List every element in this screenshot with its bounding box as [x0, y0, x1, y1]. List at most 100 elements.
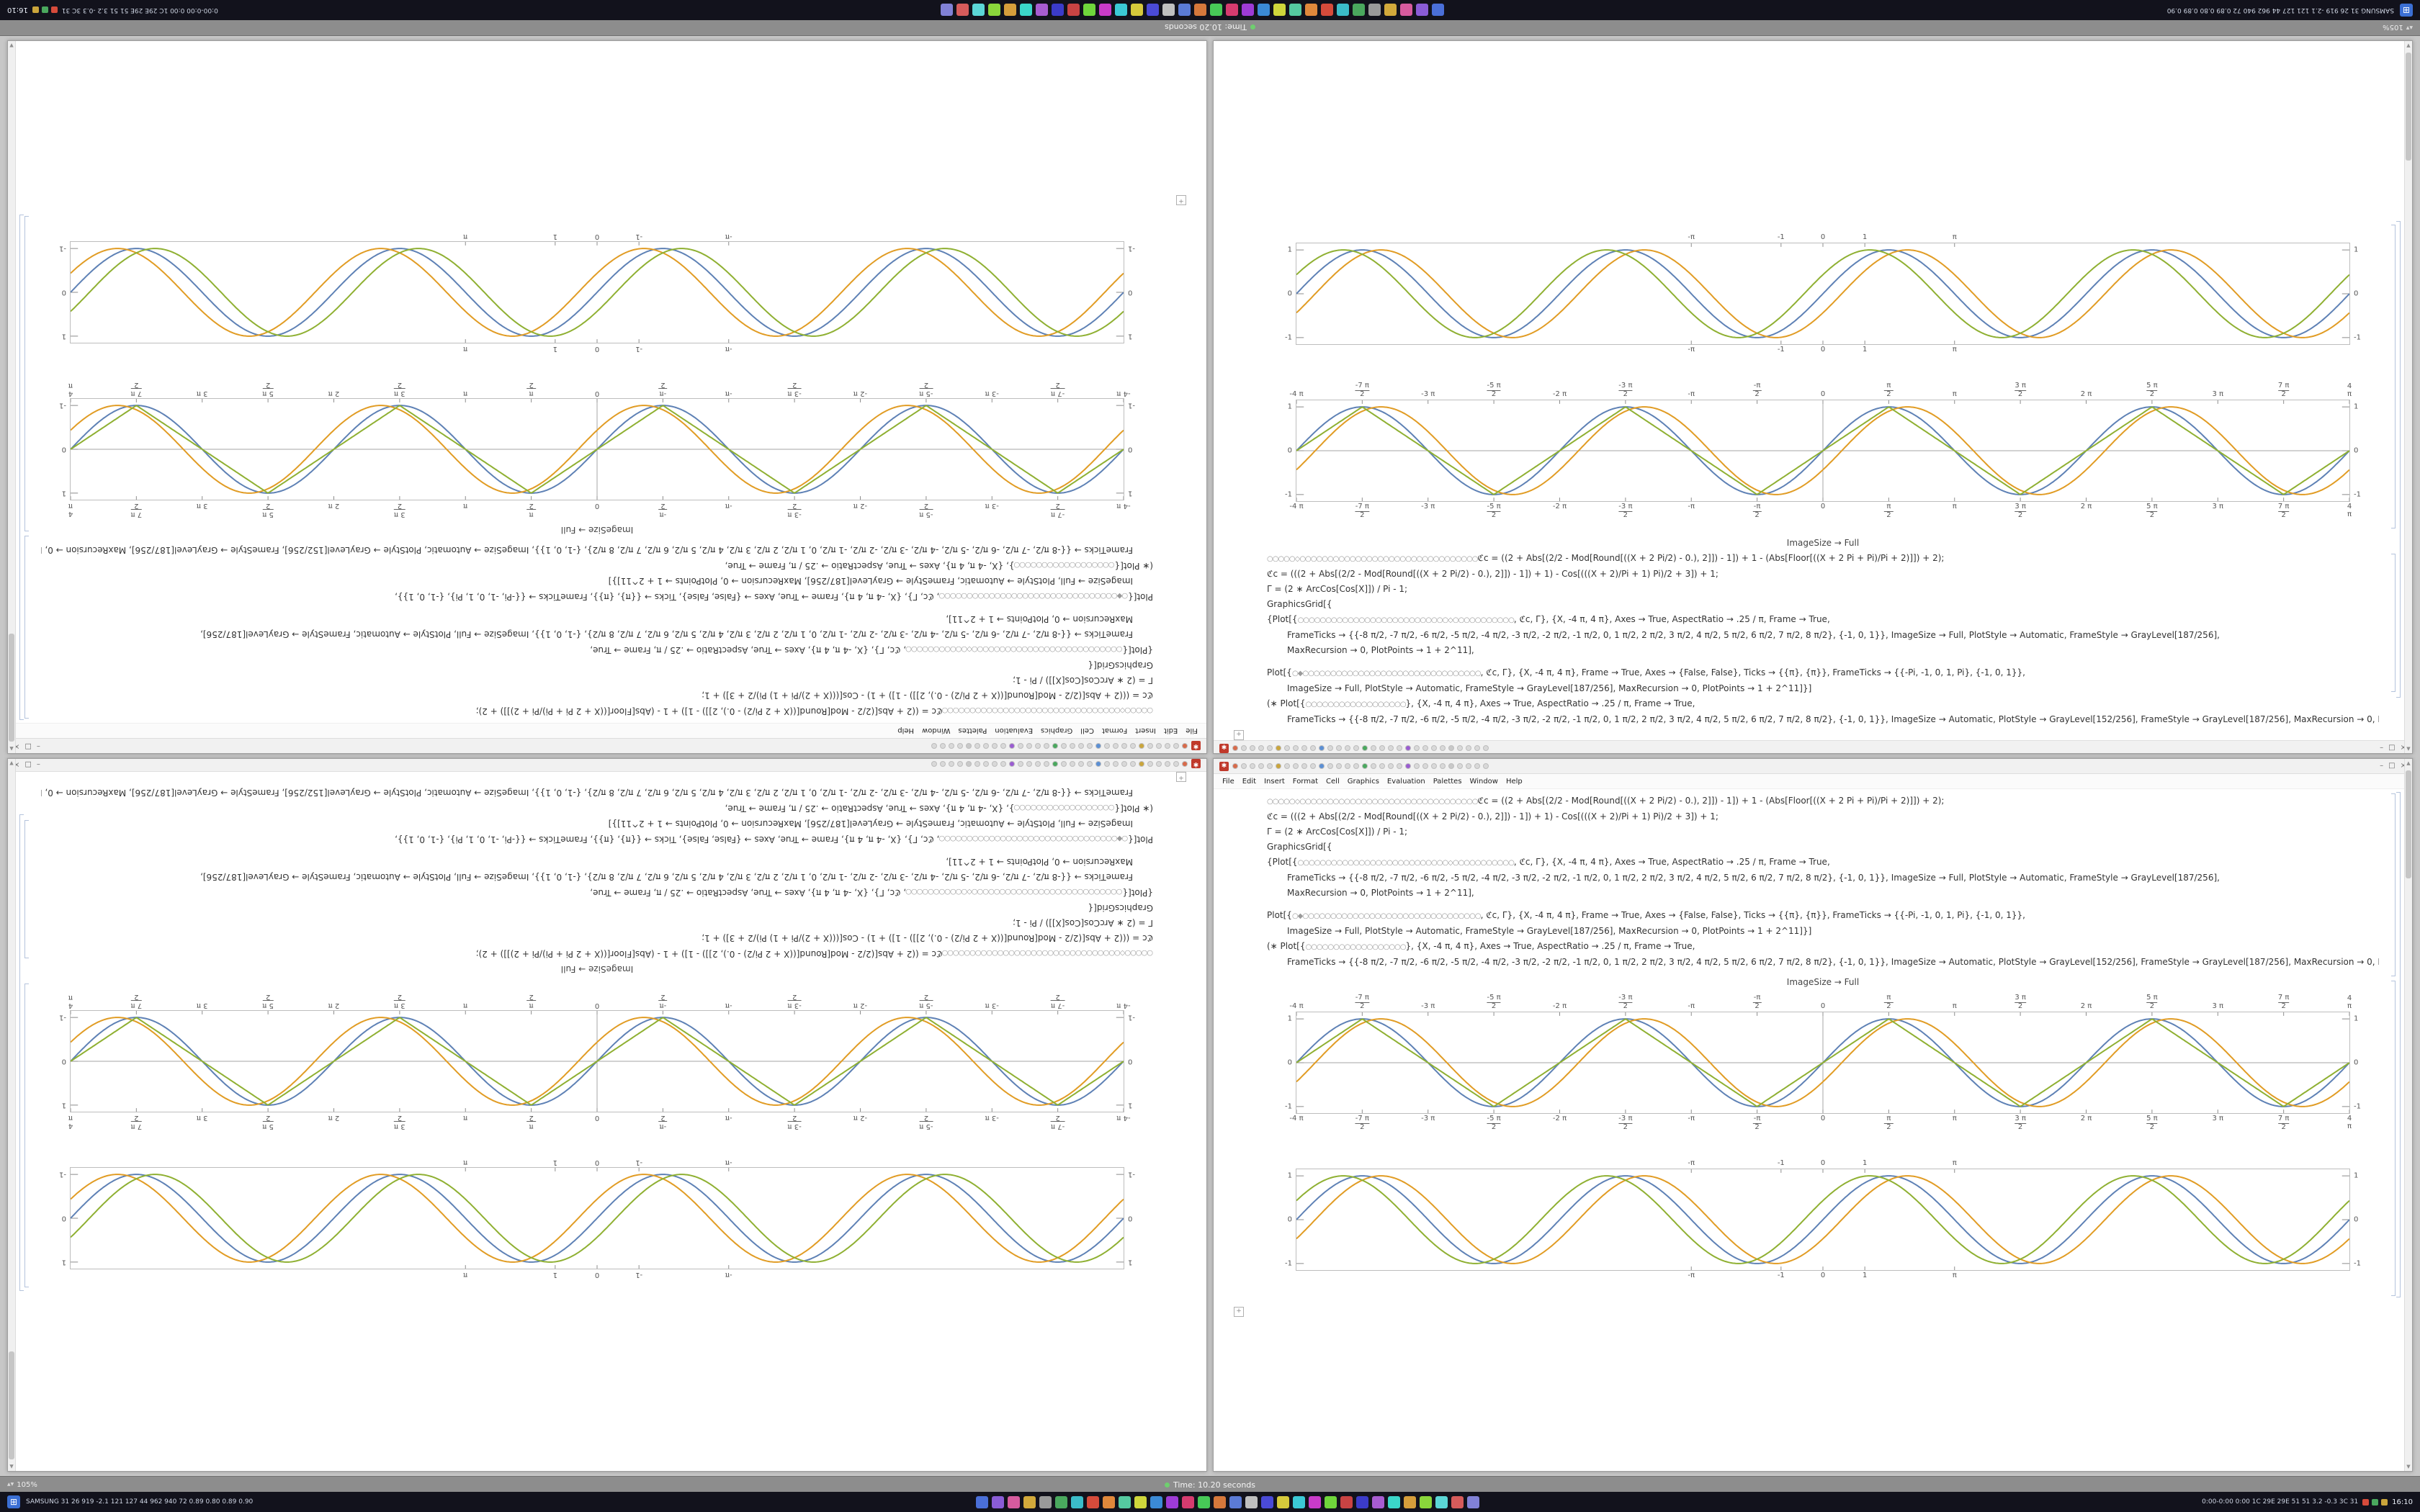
cell-bracket-output[interactable] — [24, 216, 29, 531]
toolbar-button-icon[interactable] — [1104, 761, 1110, 767]
cell-group-bracket[interactable] — [19, 814, 24, 1291]
taskbar-app-icon[interactable] — [1321, 4, 1334, 17]
taskbar-app-icon[interactable] — [1165, 1495, 1178, 1508]
toolbar-button-icon[interactable] — [1414, 763, 1420, 769]
code-line[interactable]: FrameTicks → {{-8 π/2, -7 π/2, -6 π/2, -… — [1287, 873, 2220, 883]
taskbar-app-icon[interactable] — [1353, 4, 1366, 17]
taskbar-app-icon[interactable] — [1289, 4, 1302, 17]
toolbar-button-icon[interactable] — [1061, 743, 1067, 749]
toolbar-button-icon[interactable] — [1130, 761, 1136, 767]
menu-item-graphics[interactable]: Graphics — [1041, 726, 1073, 735]
taskbar-app-icon[interactable] — [1340, 1495, 1353, 1508]
scrollbar-thumb[interactable] — [2406, 53, 2411, 161]
toolbar-button-icon[interactable] — [1336, 745, 1342, 751]
insert-cell-button[interactable]: + — [1234, 730, 1244, 740]
scroll-up-icon[interactable]: ▲ — [2406, 42, 2411, 48]
toolbar-button-icon[interactable] — [1405, 745, 1411, 751]
code-line[interactable]: FrameTicks → {{-8 π/2, -7 π/2, -6 π/2, -… — [1287, 714, 2379, 724]
left-code-block[interactable]: In[5]:= ○○○○○◇○○○○○○○○○○○○○○○○○○○○○○○○○○… — [41, 785, 1153, 961]
code-line[interactable]: {Plot[{○○○○○○○○○○○○○○○○○○○○○○○○○○○◇○○○○○… — [1267, 614, 1830, 624]
code-line[interactable]: FrameTicks → {{-8 π/2, -7 π/2, -6 π/2, -… — [41, 545, 1133, 555]
code-line[interactable]: ○○○○○◇○○○○○○○○○○○○○○○○○○○○○○○○○○○○○○○○ℭc… — [475, 949, 1153, 959]
code-line[interactable]: Γ = (2 ∗ ArcCos[Cos[X]]) / Pi - 1; — [1267, 584, 1408, 594]
taskbar-app-icon[interactable] — [1324, 1495, 1337, 1508]
taskbar-app-icon[interactable] — [1083, 4, 1096, 17]
toolbar-button-icon[interactable] — [1009, 743, 1015, 749]
tray-status-icon[interactable] — [2381, 1498, 2388, 1506]
toolbar-button-icon[interactable] — [1000, 743, 1006, 749]
scrollbar[interactable]: ▲ ▼ — [8, 759, 16, 1471]
toolbar-button-icon[interactable] — [1165, 761, 1170, 767]
taskbar-app-icon[interactable] — [1435, 1495, 1448, 1508]
taskbar-app-icon[interactable] — [1118, 1495, 1131, 1508]
taskbar-app-icon[interactable] — [1039, 1495, 1052, 1508]
code-line[interactable]: ImageSize → Full, PlotStyle → Automatic,… — [1287, 683, 1812, 693]
toolbar-button-icon[interactable] — [983, 743, 989, 749]
taskbar-app-icon[interactable] — [1147, 4, 1160, 17]
start-menu-icon[interactable]: ⊞ — [2400, 4, 2413, 17]
toolbar-button-icon[interactable] — [1182, 761, 1188, 767]
toolbar-button-icon[interactable] — [1474, 763, 1480, 769]
toolbar-button-icon[interactable] — [1301, 763, 1307, 769]
taskbar-app-icon[interactable] — [1197, 1495, 1210, 1508]
toolbar-button-icon[interactable] — [931, 761, 937, 767]
toolbar-button-icon[interactable] — [1345, 763, 1350, 769]
toolbar-button-icon[interactable] — [1466, 745, 1471, 751]
code-line[interactable]: Γ = (2 ∗ ArcCos[Cos[X]]) / Pi - 1; — [1012, 918, 1153, 928]
code-line[interactable]: MaxRecursion → 0, PlotPoints → 1 + 2^11]… — [1287, 888, 1474, 898]
menu-item-insert[interactable]: Insert — [1135, 726, 1156, 735]
toolbar-button-icon[interactable] — [1070, 743, 1075, 749]
toolbar-button-icon[interactable] — [1483, 763, 1489, 769]
toolbar-button-icon[interactable] — [1258, 763, 1264, 769]
toolbar-button-icon[interactable] — [992, 743, 998, 749]
code-line[interactable]: FrameTicks → {{-8 π/2, -7 π/2, -6 π/2, -… — [1287, 957, 2379, 967]
toolbar-button-icon[interactable] — [1130, 743, 1136, 749]
maximize-button[interactable]: □ — [2388, 744, 2396, 752]
toolbar-button-icon[interactable] — [992, 761, 998, 767]
taskbar-app-icon[interactable] — [1403, 1495, 1416, 1508]
taskbar-app-icon[interactable] — [1007, 1495, 1020, 1508]
toolbar-button-icon[interactable] — [983, 761, 989, 767]
code-line[interactable]: Plot[{○◆○○○○○○○○○○○○○○○○○○○○○○○○○○○○○○○○… — [395, 834, 1153, 845]
taskbar-app-icon[interactable] — [1054, 1495, 1067, 1508]
taskbar-app-icon[interactable] — [1052, 4, 1065, 17]
scroll-up-icon[interactable]: ▲ — [2406, 760, 2411, 766]
zoom-control[interactable]: ▲▼ 105% — [2383, 24, 2413, 32]
left-code-block[interactable]: In[5]:= ○○○○○◇○○○○○○○○○○○○○○○○○○○○○○○○○○… — [1267, 551, 2379, 727]
menu-item-window[interactable]: Window — [922, 726, 951, 735]
minimize-button[interactable]: – — [2380, 744, 2384, 752]
code-line[interactable]: ○○○○○◇○○○○○○○○○○○○○○○○○○○○○○○○○○○○○○○○ℭc… — [1267, 553, 1945, 563]
toolbar-button-icon[interactable] — [1165, 743, 1170, 749]
taskbar-app-icon[interactable] — [1115, 4, 1128, 17]
toolbar-button-icon[interactable] — [1379, 763, 1385, 769]
notebook-window-left[interactable]: -π -π -1 -1 0 0 1 1 π π 1 1 0 0 -1 -1 -4 π -4 π -7 π 2 -7 π… — [7, 758, 1207, 1472]
toolbar-button-icon[interactable] — [1241, 745, 1247, 751]
toolbar-button-icon[interactable] — [1156, 761, 1162, 767]
toolbar-button-icon[interactable] — [931, 743, 937, 749]
toolbar-button-icon[interactable] — [1113, 761, 1119, 767]
code-line[interactable]: Plot[{○◆○○○○○○○○○○○○○○○○○○○○○○○○○○○○○○○○… — [395, 592, 1153, 602]
toolbar-button-icon[interactable] — [1457, 745, 1463, 751]
toolbar-button-icon[interactable] — [1293, 763, 1299, 769]
menu-item-help[interactable]: Help — [897, 726, 915, 735]
scrollbar-thumb[interactable] — [9, 1351, 14, 1459]
toolbar-button-icon[interactable] — [1121, 743, 1127, 749]
toolbar-button-icon[interactable] — [1397, 763, 1402, 769]
right-code-block[interactable]: In[5]:= ○○○○○◇○○○○○○○○○○○○○○○○○○○○○○○○○○… — [1267, 793, 2379, 970]
taskbar-app-icon[interactable] — [1023, 1495, 1036, 1508]
menu-item-window[interactable]: Window — [1469, 777, 1498, 786]
toolbar-button-icon[interactable] — [1284, 745, 1290, 751]
toolbar-button-icon[interactable] — [1052, 743, 1058, 749]
toolbar-button-icon[interactable] — [1345, 745, 1350, 751]
toolbar-button-icon[interactable] — [940, 761, 946, 767]
tray-status-icon[interactable] — [32, 6, 39, 14]
toolbar-button-icon[interactable] — [1070, 761, 1075, 767]
toolbar-button-icon[interactable] — [1139, 743, 1144, 749]
toolbar-button-icon[interactable] — [1156, 743, 1162, 749]
taskbar-app-icon[interactable] — [1210, 4, 1223, 17]
toolbar-button-icon[interactable] — [1121, 761, 1127, 767]
toolbar-button-icon[interactable] — [1388, 745, 1394, 751]
cell-bracket-input[interactable] — [2391, 554, 2396, 692]
toolbar-button-icon[interactable] — [1457, 763, 1463, 769]
toolbar-button-icon[interactable] — [1362, 763, 1368, 769]
